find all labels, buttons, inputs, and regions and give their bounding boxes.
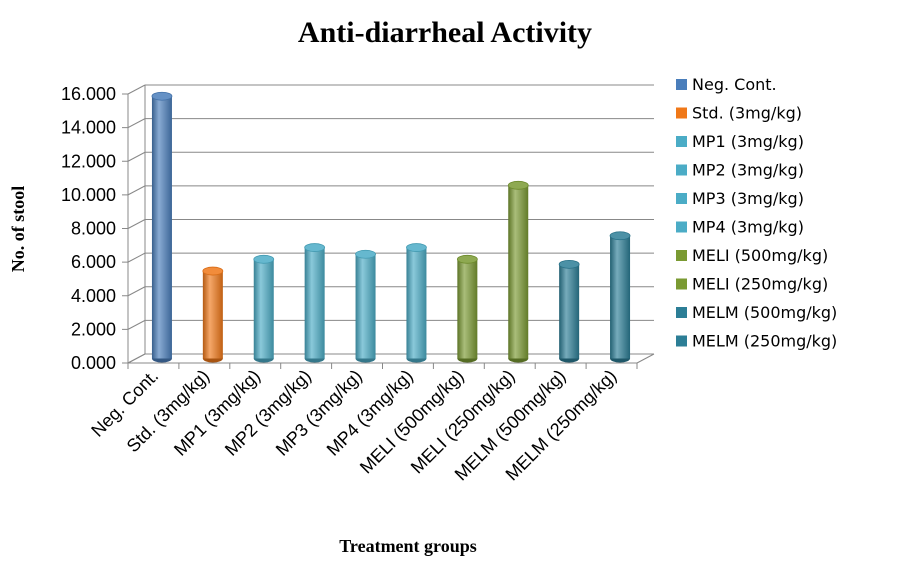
y-axis-ticks: 0.000 2.000 4.000 6.000 8.000 10.000 12.000 14.… — [61, 84, 116, 373]
legend-entry: MP4 (3mg/kg) — [676, 218, 804, 237]
legend-label: Std. (3mg/kg) — [692, 104, 802, 123]
gridline-diag — [127, 252, 146, 263]
y-tick-label: 6.000 — [71, 252, 116, 272]
legend-entry: Std. (3mg/kg) — [676, 104, 802, 123]
gridline-diag — [127, 319, 146, 330]
legend-entry: MP3 (3mg/kg) — [676, 189, 804, 208]
bar — [609, 231, 631, 363]
bar — [456, 254, 478, 363]
legend-entry: MELI (500mg/kg) — [676, 246, 828, 265]
bar — [558, 259, 580, 363]
bar — [507, 180, 529, 363]
legend-label: MELI (250mg/kg) — [692, 275, 828, 294]
legend-swatch — [676, 79, 687, 90]
legend-entry: MP2 (3mg/kg) — [676, 161, 804, 180]
legend-label: MP1 (3mg/kg) — [692, 132, 804, 151]
legend-entry: Neg. Cont. — [676, 75, 777, 94]
legend-swatch — [676, 221, 687, 233]
y-tick-label: 10.000 — [61, 185, 116, 205]
y-tick-label: 2.000 — [71, 319, 116, 339]
bar — [151, 91, 173, 363]
bar — [355, 249, 376, 363]
gridline-diag — [127, 353, 146, 364]
legend-label: MELM (250mg/kg) — [692, 332, 837, 351]
legend-label: MP2 (3mg/kg) — [692, 161, 804, 180]
gridline-diag — [127, 151, 146, 162]
y-tick-label: 0.000 — [71, 353, 116, 373]
y-tick-label: 14.000 — [61, 118, 116, 138]
x-axis-ticks: Neg. Cont.Std. (3mg/kg)MP1 (3mg/kg)MP2 (… — [87, 366, 620, 485]
y-tick-label: 16.000 — [61, 84, 116, 104]
legend-label: MP4 (3mg/kg) — [692, 218, 804, 237]
legend-swatch — [676, 107, 687, 119]
y-tick-label: 12.000 — [61, 151, 116, 171]
legend: Neg. Cont. Std. (3mg/kg) MP1 (3mg/kg) MP2 (… — [676, 75, 837, 351]
legend-entry: MELM (250mg/kg) — [676, 332, 837, 351]
chart-title: Anti-diarrheal Activity — [298, 16, 592, 49]
bar — [304, 243, 326, 363]
legend-label: MP3 (3mg/kg) — [692, 189, 804, 208]
legend-swatch — [676, 278, 687, 290]
gridline-diag — [127, 185, 146, 196]
y-axis-title: No. of stool — [8, 186, 28, 273]
legend-entry: MELM (500mg/kg) — [676, 303, 837, 322]
x-axis-title: Treatment groups — [339, 536, 477, 556]
legend-label: MELM (500mg/kg) — [692, 303, 837, 322]
bars — [151, 91, 631, 363]
legend-entry: MELI (250mg/kg) — [676, 275, 828, 294]
gridline-diag — [127, 84, 146, 95]
legend-swatch — [676, 250, 687, 261]
legend-label: MELI (500mg/kg) — [692, 246, 828, 265]
legend-swatch — [676, 136, 687, 147]
y-tick-label: 4.000 — [71, 286, 116, 306]
gridline-diag — [127, 118, 146, 129]
grid — [122, 84, 655, 369]
bar — [253, 254, 275, 363]
legend-label: Neg. Cont. — [692, 75, 777, 94]
gridline-diag — [127, 286, 146, 297]
bar — [406, 243, 427, 363]
legend-swatch — [676, 164, 687, 176]
legend-swatch — [676, 307, 687, 318]
legend-swatch — [676, 193, 687, 204]
y-tick-label: 8.000 — [71, 219, 116, 239]
legend-entry: MP1 (3mg/kg) — [676, 132, 804, 151]
bar — [202, 266, 224, 363]
legend-swatch — [676, 335, 687, 347]
gridline-diag — [127, 219, 146, 229]
